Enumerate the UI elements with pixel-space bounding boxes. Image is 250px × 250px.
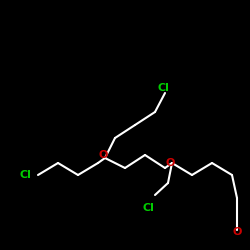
Text: O: O — [232, 227, 242, 237]
Text: O: O — [98, 150, 108, 160]
Text: Cl: Cl — [19, 170, 31, 180]
Text: O: O — [165, 158, 175, 168]
Text: Cl: Cl — [142, 203, 154, 213]
Text: Cl: Cl — [157, 83, 169, 93]
